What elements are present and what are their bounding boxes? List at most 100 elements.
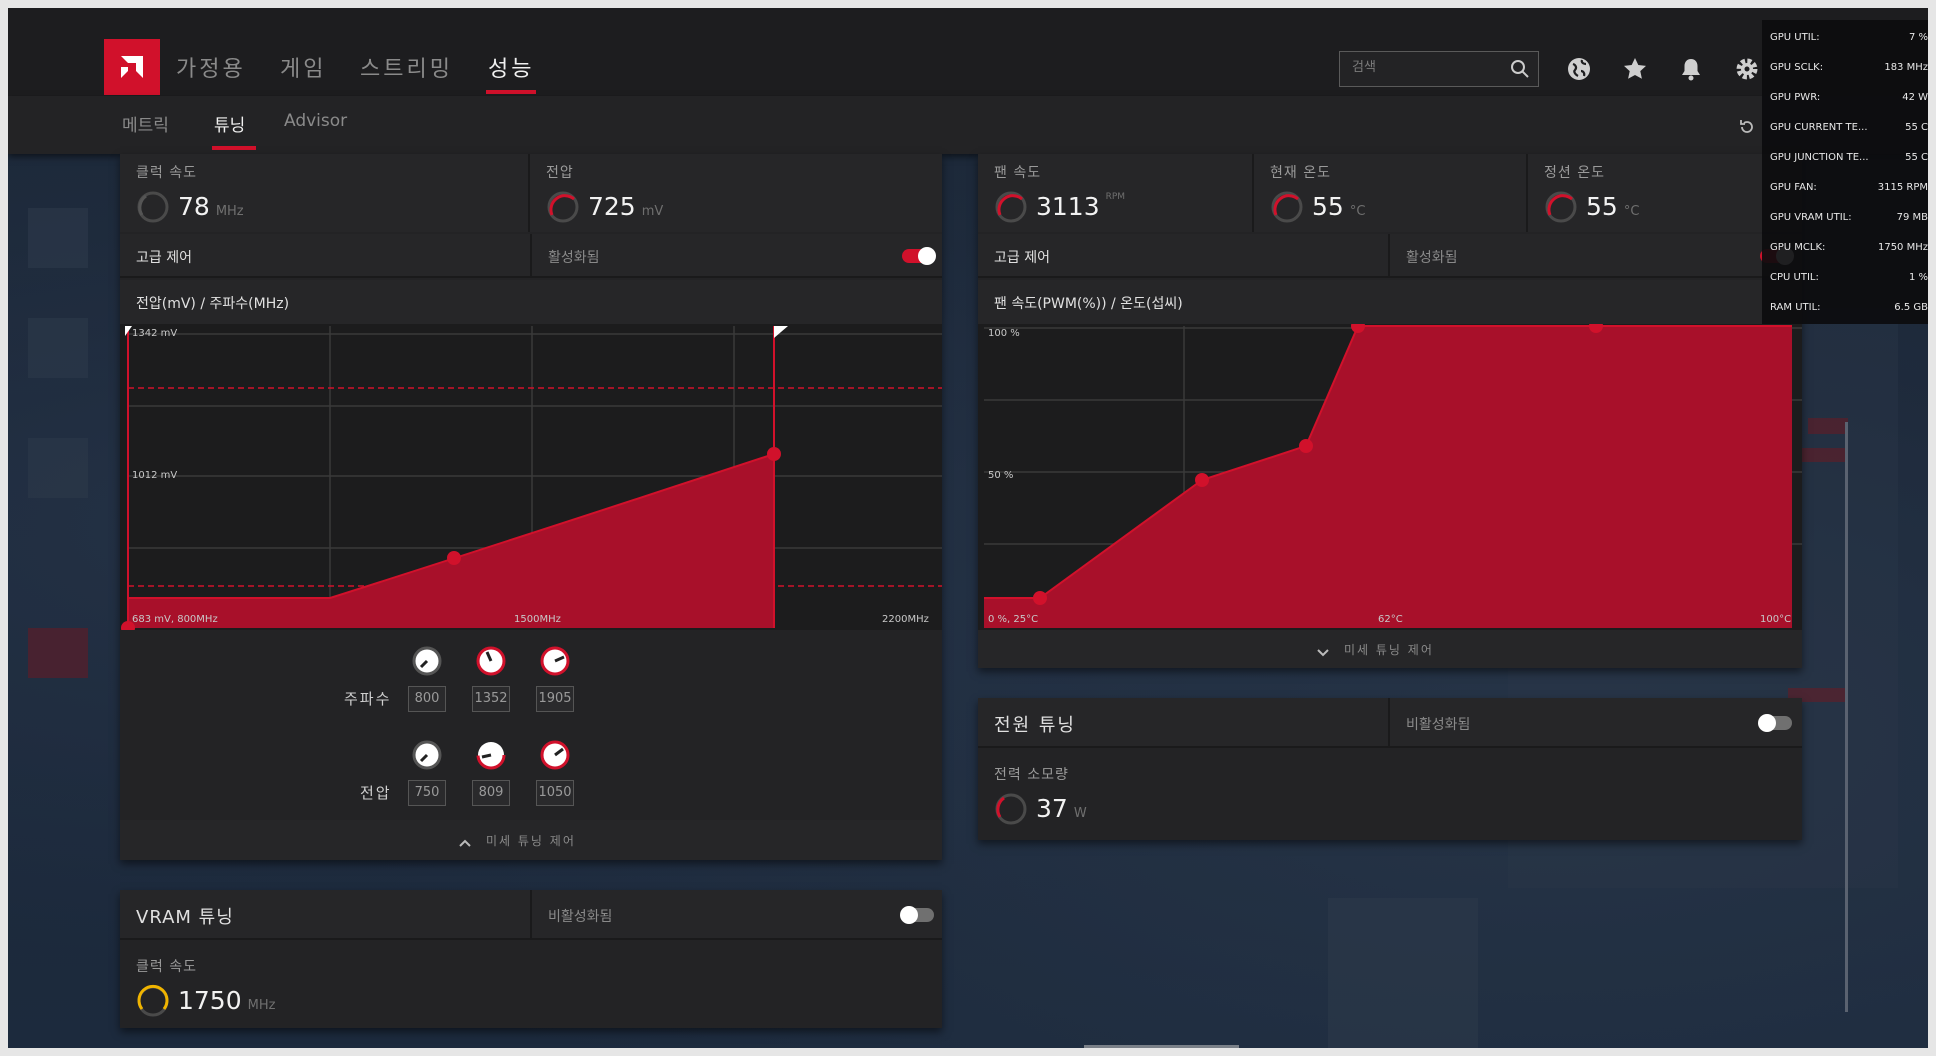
chevron-up-icon[interactable] xyxy=(458,833,472,852)
volt-knob-2[interactable] xyxy=(476,740,506,770)
clock-gauge-ring xyxy=(137,191,169,223)
fan-advanced-label: 고급 제어 xyxy=(994,250,1050,266)
divider xyxy=(530,890,532,940)
desktop-icon xyxy=(28,628,88,678)
fan-x-label-right: 100°C xyxy=(1760,614,1792,625)
bell-icon[interactable] xyxy=(1676,54,1706,84)
overlay-row: GPU MCLK: 1750 MHz xyxy=(1770,242,1928,253)
overlay-metric-value: 55 C xyxy=(1905,122,1928,133)
horizontal-scrollbar[interactable] xyxy=(1084,1045,1239,1048)
power-consumption-value: 37 W xyxy=(1036,794,1087,823)
fan-y-label-top: 100 % xyxy=(988,328,1020,339)
globe-icon[interactable] xyxy=(1564,54,1594,84)
vf-x-label-left: 683 mV, 800MHz xyxy=(132,614,218,625)
fan-chart-title: 팬 속도(PWM(%)) / 온도(섭씨) xyxy=(994,296,1183,312)
star-icon[interactable] xyxy=(1620,54,1650,84)
overlay-metric-label: GPU UTIL: xyxy=(1770,32,1820,43)
volt-value-2[interactable]: 809 xyxy=(472,780,510,806)
volt-knob-1[interactable] xyxy=(412,740,442,770)
freq-value-2[interactable]: 1352 xyxy=(472,686,510,712)
power-status: 비활성화됨 xyxy=(1406,717,1471,733)
search-box[interactable] xyxy=(1339,51,1539,87)
current-temp-label: 현재 온도 xyxy=(1270,165,1331,181)
vertical-scrollbar[interactable] xyxy=(1845,422,1848,1012)
nav-tab-home[interactable]: 가정용 xyxy=(176,57,246,82)
overlay-row: GPU FAN: 3115 RPM xyxy=(1770,182,1928,193)
voltage-knob-label: 전압 xyxy=(360,784,392,802)
overlay-row: GPU UTIL: 7 % xyxy=(1770,32,1928,43)
nav-tab-streaming[interactable]: 스트리밍 xyxy=(360,57,453,82)
fan-x-label-mid: 62°C xyxy=(1378,614,1403,625)
overlay-row: GPU PWR: 42 W xyxy=(1770,92,1928,103)
fan-gauge-ring xyxy=(995,191,1027,223)
overlay-row: GPU VRAM UTIL: 79 MB xyxy=(1770,212,1928,223)
nav-tab-gaming[interactable]: 게임 xyxy=(280,57,327,82)
background-window xyxy=(1788,688,1848,702)
overlay-metric-value: 6.5 GB xyxy=(1894,302,1928,313)
overlay-metric-value: 3115 RPM xyxy=(1877,182,1928,193)
fine-tuning-label: 미세 튜닝 제어 xyxy=(486,834,576,848)
freq-value-3[interactable]: 1905 xyxy=(536,686,574,712)
performance-overlay: GPU UTIL: 7 % GPU SCLK: 183 MHz GPU PWR: 42 W… xyxy=(1762,20,1928,324)
gear-icon[interactable] xyxy=(1732,54,1762,84)
current-temp-value: 55 °C xyxy=(1312,192,1366,221)
fan-advanced-status: 활성화됨 xyxy=(1406,250,1458,266)
power-tuning-toggle[interactable] xyxy=(1758,714,1792,732)
background-window xyxy=(1808,418,1848,434)
overlay-metric-value: 55 C xyxy=(1905,152,1928,163)
current-temp-cell: 현재 온도 55 °C xyxy=(1254,154,1528,232)
fan-fine-tuning-label: 미세 튜닝 제어 xyxy=(1344,643,1434,657)
desktop-icon xyxy=(28,438,88,498)
amd-logo-icon[interactable] xyxy=(104,39,160,95)
sub-navigation-bar xyxy=(8,96,1928,154)
volt-value-1[interactable]: 750 xyxy=(408,780,446,806)
vram-tuning-toggle[interactable] xyxy=(900,906,934,924)
freq-value-1[interactable]: 800 xyxy=(408,686,446,712)
vram-title: VRAM 튜닝 xyxy=(136,907,234,928)
search-input[interactable] xyxy=(1352,60,1502,75)
fan-fine-tuning-bar[interactable]: 미세 튜닝 제어 xyxy=(978,630,1802,668)
chevron-down-icon[interactable] xyxy=(1316,643,1330,662)
desktop-icon xyxy=(28,208,88,268)
overlay-metric-label: RAM UTIL: xyxy=(1770,302,1821,313)
nav-tab-performance[interactable]: 성능 xyxy=(488,57,535,82)
voltage-frequency-chart[interactable]: 1342 mV 1012 mV 683 mV, 800MHz 1500MHz 2… xyxy=(120,324,942,635)
nav-active-underline xyxy=(486,90,536,94)
freq-knob-1[interactable] xyxy=(412,646,442,676)
fan-chart-title-row: 팬 속도(PWM(%)) / 온도(섭씨) xyxy=(978,280,1802,324)
power-consumption-label: 전력 소모량 xyxy=(994,767,1069,783)
vf-x-label-right: 2200MHz xyxy=(882,614,929,625)
overlay-metric-value: 1750 MHz xyxy=(1877,242,1928,253)
overlay-row: GPU JUNCTION TE... 55 C xyxy=(1770,152,1928,163)
overlay-metric-label: GPU VRAM UTIL: xyxy=(1770,212,1852,223)
vf-chart-title: 전압(mV) / 주파수(MHz) xyxy=(136,296,290,312)
volt-knob-3[interactable] xyxy=(540,740,570,770)
vram-status: 비활성화됨 xyxy=(548,909,613,925)
junction-temp-cell: 정션 온도 55 °C xyxy=(1528,154,1802,232)
fan-curve-chart[interactable]: 100 % 50 % 0 %, 25°C 62°C 100°C xyxy=(978,319,1802,630)
power-gauge-ring xyxy=(995,793,1027,825)
subtab-advisor[interactable]: Advisor xyxy=(284,111,348,131)
volt-value-3[interactable]: 1050 xyxy=(536,780,574,806)
overlay-row: CPU UTIL: 1 % xyxy=(1770,272,1928,283)
chart-title-row: 전압(mV) / 주파수(MHz) xyxy=(120,280,942,324)
voltage-cell: 전압 725 mV xyxy=(530,154,942,232)
desktop-icon xyxy=(28,318,88,378)
clock-speed-cell: 클럭 속도 78 MHz xyxy=(120,154,530,232)
fine-tuning-toggle-bar[interactable]: 미세 튜닝 제어 xyxy=(120,820,942,860)
junction-gauge-ring xyxy=(1545,191,1577,223)
search-icon[interactable] xyxy=(1510,59,1530,83)
subtab-tuning[interactable]: 튜닝 xyxy=(214,116,246,136)
subtab-metrics[interactable]: 메트릭 xyxy=(122,116,169,136)
freq-knob-2[interactable] xyxy=(476,646,506,676)
vf-y-label-top: 1342 mV xyxy=(132,328,178,339)
freq-knob-3[interactable] xyxy=(540,646,570,676)
fan-y-label-mid: 50 % xyxy=(988,470,1014,481)
frequency-label: 주파수 xyxy=(344,690,392,708)
reset-icon[interactable] xyxy=(1738,118,1756,140)
overlay-metric-value: 79 MB xyxy=(1896,212,1928,223)
overlay-row: GPU SCLK: 183 MHz xyxy=(1770,62,1928,73)
advanced-control-toggle[interactable] xyxy=(902,247,936,265)
subtab-active-underline xyxy=(212,146,256,150)
top-navigation-bar: 가정용 게임 스트리밍 성능 xyxy=(8,8,1928,96)
